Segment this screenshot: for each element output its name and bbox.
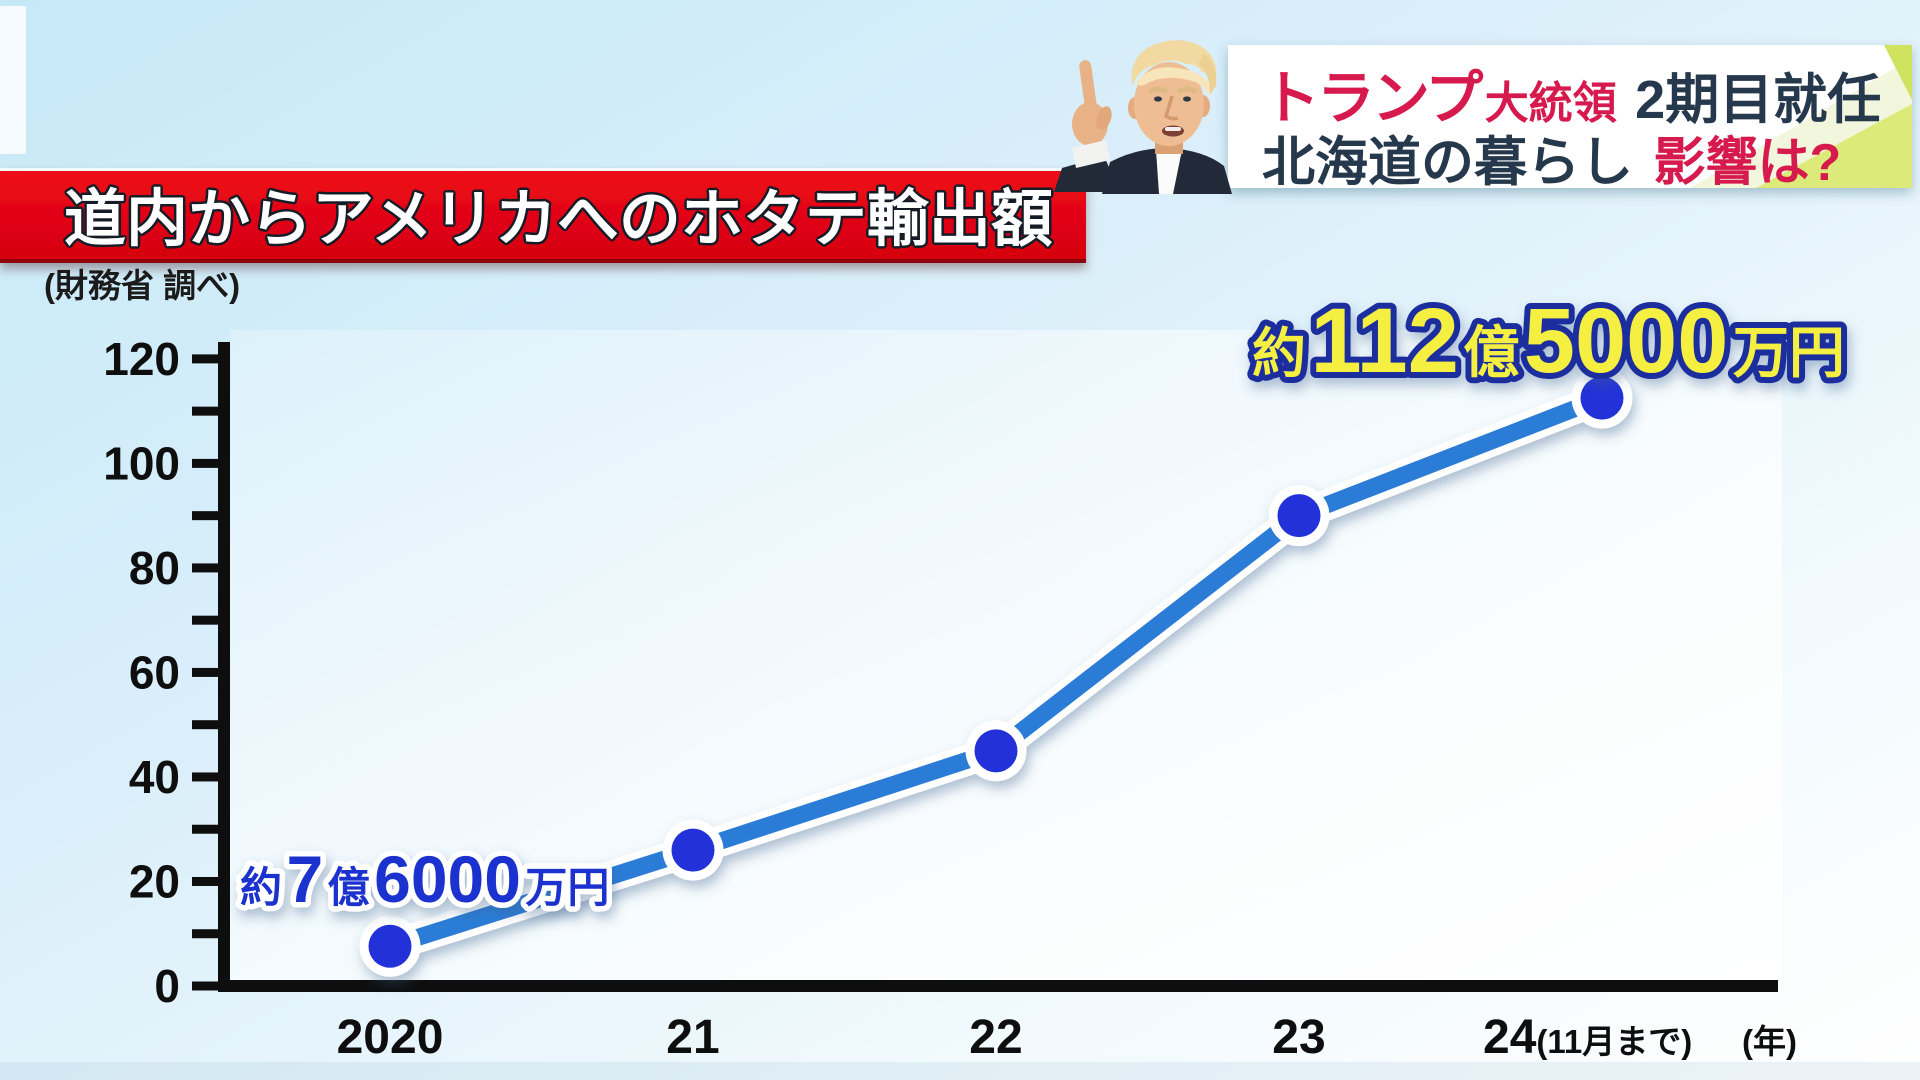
thumb [1096,106,1112,130]
x-tick-label-last: 24(11月まで) [1483,1011,1692,1064]
y-axis-labels: 0 20 40 60 80 100 120 [103,333,180,1012]
data-point [368,924,412,968]
title-banner: 道内からアメリカへのホタテ輸出額 [0,168,1086,263]
teeth [1165,127,1181,131]
value-label-2020: 約 7 億 6000 万円 [240,842,609,916]
y-tick [192,354,218,364]
y-tick [192,720,218,730]
x-tick-label: 2020 [337,1011,444,1064]
edge-sliver [0,6,26,154]
y-tick [192,981,218,991]
y-tick [192,772,218,782]
headline-line2: 北海道の暮らし 影響は? [1262,133,1841,192]
y-axis-line [218,342,230,992]
bottom-strip [0,1062,1920,1080]
data-point [1277,494,1321,538]
headline-box: トランプ 大統領 2期目就任 北海道の暮らし 影響は? [1228,45,1912,192]
value-oku: 7 [286,842,323,916]
y-tick-label: 20 [129,855,180,907]
y-tick [192,667,218,677]
line-chart: 0 20 40 60 80 100 120 2020 21 22 23 24(11月まで) (年) [103,330,1797,1064]
trump-photo [1054,40,1232,194]
y-tick-label: 40 [129,751,180,803]
x-axis-unit: (年) [1742,1023,1797,1060]
pointing-finger [1079,60,1098,114]
hair [1131,40,1217,86]
y-tick [192,615,218,625]
x-axis-line [218,980,1778,992]
nose [1163,95,1179,121]
value-man: 5000 [1524,290,1729,392]
y-tick-label: 80 [129,542,180,594]
banner-bottom-edge [0,259,1086,263]
banner-title: 道内からアメリカへのホタテ輸出額 [64,185,1053,254]
value-oku: 112 [1310,290,1458,392]
shirt [1156,150,1182,194]
shirt-cuff [1072,140,1110,168]
y-tick [192,406,218,416]
lime-corner [1884,45,1912,100]
headline-role: 大統領 [1485,78,1617,128]
value-approx: 約 [240,864,282,911]
headline-rest: 2期目就任 [1635,70,1881,130]
x-tick-label: 21 [666,1011,719,1064]
y-tick [192,563,218,573]
y-tick [192,511,218,521]
hair-side [1198,54,1217,94]
y-tick-label: 120 [103,333,180,385]
headline-line1: トランプ 大統領 2期目就任 [1262,66,1881,131]
eye-right [1183,96,1191,102]
y-tick [192,824,218,834]
value-man-unit: 万円 [1733,321,1845,384]
headline-brand: トランプ [1262,66,1483,131]
data-point [1580,376,1624,420]
value-approx: 約 [1252,324,1306,384]
headline-question: 影響は? [1653,134,1841,192]
brow-right [1176,86,1198,95]
brow-left [1147,86,1169,95]
data-point [974,729,1018,773]
x-tick-label: 23 [1272,1011,1325,1064]
y-axis-ticks [192,354,218,991]
value-man: 6000 [374,842,521,916]
value-label-2024: 約 112 億 5000 万円 [1252,290,1845,392]
sleeve [1054,156,1120,192]
banner-background [0,171,1086,263]
x-tick-label: 22 [969,1011,1022,1064]
y-tick-label: 0 [154,960,180,1012]
source-note: (財務省 調べ) [44,267,240,304]
y-tick [192,929,218,939]
headline-topic: 北海道の暮らし [1262,133,1633,192]
eye-left [1154,96,1162,102]
y-tick [192,458,218,468]
value-man-unit: 万円 [525,864,609,911]
x-axis-labels: 2020 21 22 23 24(11月まで) (年) [337,1011,1797,1064]
banner-top-edge [0,168,1086,171]
data-series [359,367,1633,977]
y-tick-label: 60 [129,646,180,698]
value-oku-unit: 億 [1463,321,1519,384]
y-tick [192,876,218,886]
value-oku-unit: 億 [328,864,370,911]
lime-triangle [1756,104,1912,188]
y-tick-label: 100 [103,437,180,489]
data-point [671,828,715,872]
hair-fringe [1136,67,1211,96]
